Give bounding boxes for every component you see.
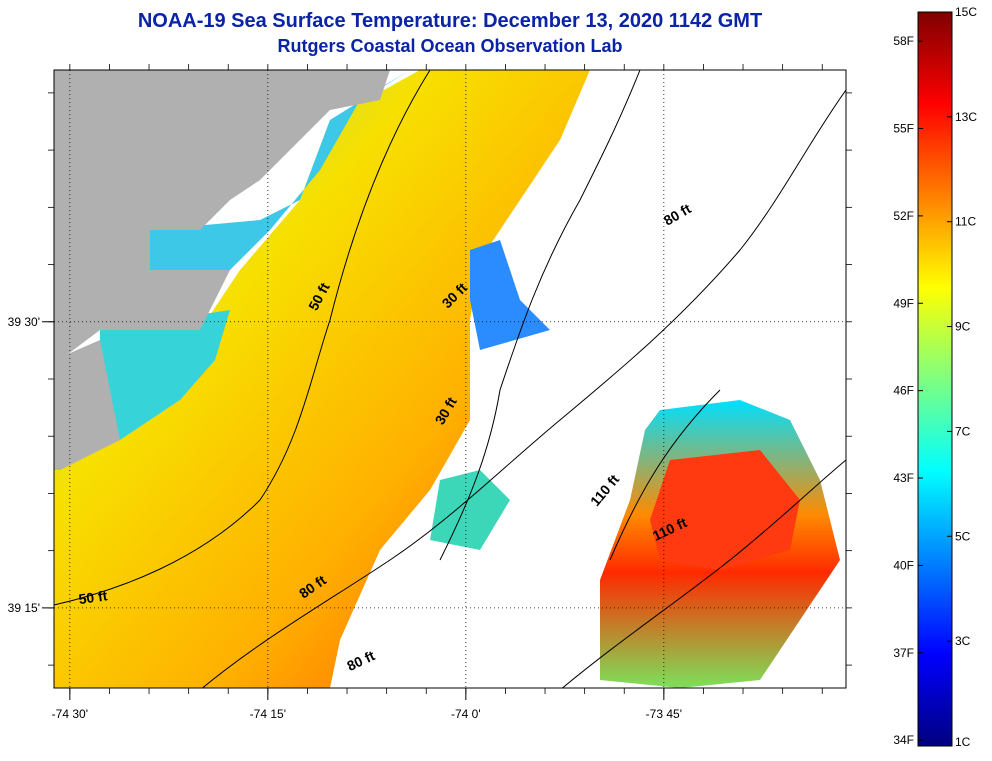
y-tick-label: 39 30' bbox=[8, 315, 40, 329]
colorbar-f-label: 49F bbox=[893, 296, 914, 310]
sst-hot-core bbox=[650, 450, 800, 570]
x-tick-label: -74 30' bbox=[52, 707, 88, 721]
land-area bbox=[54, 70, 390, 360]
x-tick-label: -74 0' bbox=[451, 707, 481, 721]
colorbar-c-label: 5C bbox=[955, 529, 971, 543]
colorbar-f-label: 40F bbox=[893, 558, 914, 572]
sst-nearshore-water bbox=[54, 70, 590, 688]
contour-30ft bbox=[439, 70, 641, 561]
sst-cool-edge-2 bbox=[430, 470, 510, 550]
x-tick-label: -74 15' bbox=[250, 707, 286, 721]
colorbar-c-label: 15C bbox=[955, 5, 977, 19]
colorbar-f-label: 37F bbox=[893, 646, 914, 660]
map-title: NOAA-19 Sea Surface Temperature: Decembe… bbox=[137, 10, 763, 32]
colorbar-f-label: 43F bbox=[893, 471, 914, 485]
contour-50ft bbox=[54, 70, 431, 606]
contour-110ft-b bbox=[609, 389, 721, 561]
colorbar-c-label: 7C bbox=[955, 424, 971, 438]
sst-coastal-strip bbox=[100, 310, 230, 440]
colorbar-f-label: 55F bbox=[893, 122, 914, 136]
colorbar-c-label: 13C bbox=[955, 110, 977, 124]
contour-110ft bbox=[561, 459, 846, 688]
sst-coastal-strip-north bbox=[150, 70, 410, 270]
colorbar-f-label: 34F bbox=[893, 733, 914, 747]
colorbar-c-label: 3C bbox=[955, 634, 971, 648]
contour-label: 50 ft bbox=[78, 587, 109, 607]
colorbar-gradient bbox=[917, 11, 953, 747]
colorbar-f-label: 46F bbox=[893, 384, 914, 398]
colorbar-c-label: 1C bbox=[955, 735, 971, 749]
colorbar-f-label: 58F bbox=[893, 34, 914, 48]
colorbar-c-label: 9C bbox=[955, 320, 971, 334]
y-tick-label: 39 15' bbox=[8, 601, 40, 615]
sst-cool-edge bbox=[470, 240, 550, 350]
colorbar-f-label: 52F bbox=[893, 209, 914, 223]
map-subtitle: Rutgers Coastal Ocean Observation Lab bbox=[277, 36, 623, 56]
x-tick-label: -73 45' bbox=[646, 707, 682, 721]
contour-80ft bbox=[201, 89, 846, 688]
land-area-south bbox=[54, 340, 120, 470]
colorbar-c-label: 11C bbox=[955, 215, 976, 229]
